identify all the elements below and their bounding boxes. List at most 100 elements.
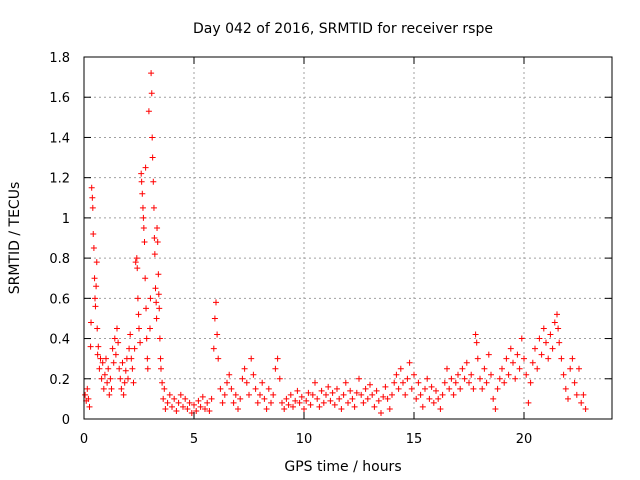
data-point — [254, 399, 261, 406]
data-point — [367, 381, 373, 388]
data-point — [384, 395, 391, 402]
data-point — [139, 204, 146, 211]
data-point — [160, 395, 167, 402]
data-point — [96, 365, 103, 372]
data-point — [314, 395, 321, 402]
data-point — [323, 391, 329, 398]
data-point — [490, 395, 497, 402]
data-point — [276, 375, 283, 382]
data-point — [246, 391, 252, 398]
data-point — [121, 379, 128, 386]
data-point — [402, 391, 409, 398]
data-point — [132, 259, 139, 266]
data-point — [175, 399, 182, 406]
data-point — [94, 325, 101, 332]
data-point — [235, 405, 241, 412]
data-point — [126, 345, 133, 352]
data-point — [470, 385, 477, 392]
data-point — [375, 397, 382, 404]
data-point — [224, 379, 230, 386]
data-point — [232, 391, 239, 398]
data-point — [459, 365, 466, 372]
data-point — [496, 375, 503, 382]
data-point — [144, 365, 151, 372]
data-point — [120, 391, 127, 398]
data-point — [219, 399, 226, 406]
data-point — [263, 405, 270, 412]
data-point — [521, 355, 527, 362]
data-point — [214, 331, 221, 338]
data-point — [142, 275, 149, 282]
data-point — [134, 265, 141, 272]
data-point — [329, 389, 336, 396]
data-point — [373, 387, 380, 394]
data-point — [93, 283, 100, 290]
data-point — [466, 379, 472, 386]
data-point — [193, 407, 200, 414]
data-point — [143, 335, 150, 342]
data-point — [210, 345, 217, 352]
data-point — [84, 385, 91, 392]
data-point — [143, 305, 150, 312]
x-axis-label: GPS time / hours — [284, 459, 401, 475]
data-point — [287, 391, 294, 398]
data-point — [91, 275, 98, 282]
data-point — [510, 359, 516, 366]
data-point — [290, 403, 296, 410]
data-point — [139, 190, 146, 197]
data-point — [547, 331, 554, 338]
y-tick-labels: 0 0.2 0.4 0.6 0.8 1 1.2 1.4 1.6 1.8 — [49, 51, 70, 428]
data-point — [156, 305, 163, 312]
data-point — [99, 359, 106, 366]
data-point — [110, 359, 117, 366]
data-point — [127, 331, 134, 338]
data-point — [538, 351, 545, 358]
data-point — [325, 383, 332, 390]
data-point — [182, 395, 189, 402]
data-point — [98, 375, 105, 382]
data-point — [153, 299, 160, 306]
data-point — [204, 399, 211, 406]
data-point — [103, 355, 109, 362]
data-point — [562, 385, 569, 392]
data-point — [141, 239, 148, 246]
data-point — [104, 379, 111, 386]
data-point — [371, 403, 378, 410]
data-point — [87, 343, 94, 350]
data-point — [532, 345, 538, 352]
data-point — [136, 325, 142, 332]
x-tick-labels: 0 5 10 15 20 — [80, 432, 532, 447]
data-point — [195, 397, 202, 404]
data-point — [455, 371, 461, 378]
data-point — [433, 387, 439, 394]
data-point — [501, 379, 508, 386]
data-point — [492, 405, 499, 412]
data-point — [270, 391, 277, 398]
data-point — [360, 399, 367, 406]
data-point — [140, 214, 147, 221]
data-point — [279, 399, 285, 406]
data-point — [358, 391, 365, 398]
data-point — [529, 359, 536, 366]
data-point — [265, 385, 272, 392]
data-point — [334, 385, 340, 392]
data-point — [131, 345, 138, 352]
data-point — [404, 375, 411, 382]
data-point — [88, 319, 95, 326]
data-point — [155, 271, 162, 278]
data-point — [162, 405, 169, 412]
data-point — [89, 194, 96, 201]
data-point — [112, 351, 119, 358]
data-point — [525, 399, 532, 406]
data-point — [415, 379, 422, 386]
data-point — [150, 178, 157, 185]
data-point — [164, 399, 171, 406]
data-point — [338, 405, 345, 412]
data-point — [336, 395, 343, 402]
data-point — [309, 391, 316, 398]
data-point — [505, 371, 512, 378]
data-point — [106, 391, 113, 398]
data-point — [100, 385, 107, 392]
data-point — [450, 391, 457, 398]
